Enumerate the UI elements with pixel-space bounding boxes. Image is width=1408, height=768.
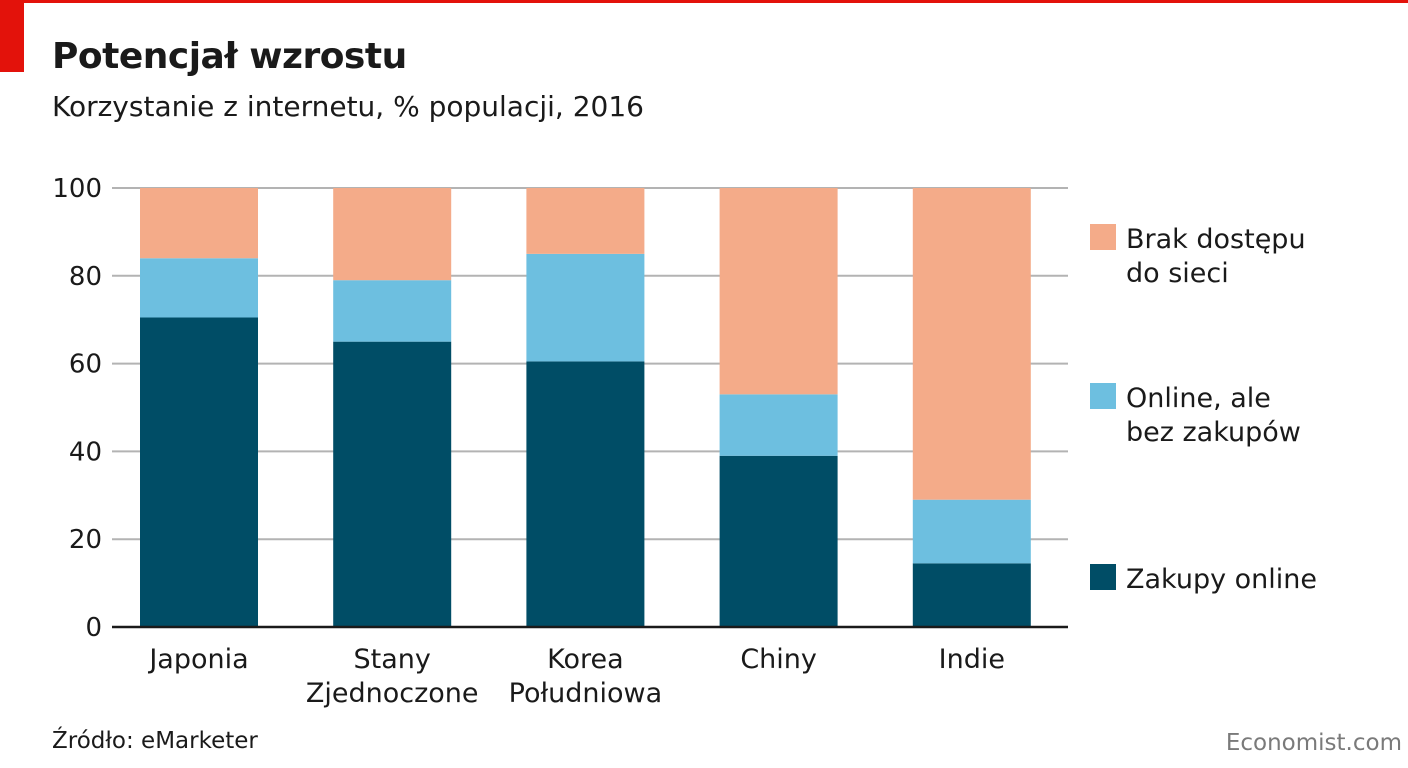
bar-4-series-0 <box>912 563 1031 627</box>
top-red-rule <box>0 0 1408 3</box>
category-label-2-0: Korea <box>547 644 624 675</box>
legend-swatch-0 <box>1090 224 1116 250</box>
bars-layer <box>140 188 1031 627</box>
category-label-1-0: Stany <box>354 644 431 675</box>
bar-2-series-2 <box>526 188 645 254</box>
bar-4-series-1 <box>912 499 1031 564</box>
bar-1-series-0 <box>333 341 452 627</box>
category-label-4-0: Indie <box>939 644 1005 675</box>
bar-2-series-1 <box>526 253 645 362</box>
legend-label-0-1: do sieci <box>1126 258 1229 289</box>
source-note: Źródło: eMarketer <box>52 728 258 754</box>
bar-4-series-2 <box>912 188 1031 500</box>
bar-0-series-2 <box>140 188 258 259</box>
category-label-1-1: Zjednoczone <box>306 678 479 709</box>
bar-2-series-0 <box>526 361 645 627</box>
bar-3-series-2 <box>719 188 838 395</box>
y-tick-label-80: 80 <box>69 262 102 292</box>
y-tick-label-60: 60 <box>69 350 102 380</box>
legend-label-0-0: Brak dostępu <box>1126 224 1306 255</box>
bar-3-series-0 <box>719 455 838 627</box>
legend-label-1-1: bez zakupów <box>1126 417 1301 448</box>
chart-subtitle: Korzystanie z internetu, % populacji, 20… <box>52 90 644 123</box>
y-tick-label-40: 40 <box>69 437 102 467</box>
y-tick-label-20: 20 <box>69 525 102 555</box>
category-label-0-0: Japonia <box>147 644 248 675</box>
legend-label-1-0: Online, ale <box>1126 383 1271 414</box>
bar-0-series-1 <box>140 258 258 318</box>
bar-1-series-2 <box>333 188 452 281</box>
bar-0-series-0 <box>140 317 258 627</box>
legend-swatch-2 <box>1090 564 1116 590</box>
y-tick-labels: 0 20 40 60 80 100 <box>52 174 102 643</box>
brand-watermark: Economist.com <box>1225 730 1402 756</box>
legend-label-2-0: Zakupy online <box>1126 564 1317 595</box>
bar-1-series-1 <box>333 280 452 342</box>
chart-title: Potencjał wzrostu <box>52 36 407 77</box>
red-corner-tag <box>0 0 24 72</box>
y-tick-label-100: 100 <box>52 174 102 204</box>
bar-3-series-1 <box>719 394 838 456</box>
y-tick-label-0: 0 <box>85 613 102 643</box>
category-label-2-1: Południowa <box>509 678 663 709</box>
category-label-3-0: Chiny <box>740 644 817 675</box>
legend-swatch-1 <box>1090 383 1116 409</box>
